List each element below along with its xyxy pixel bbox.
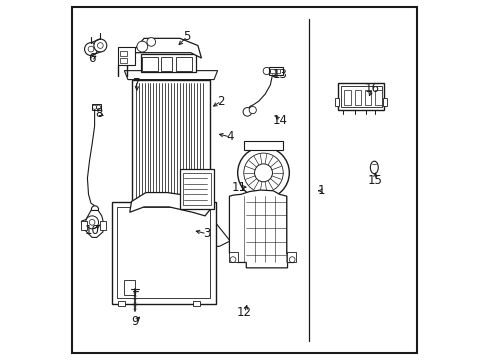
Bar	[124, 280, 135, 295]
Bar	[337, 83, 384, 110]
Bar	[140, 54, 196, 72]
Text: 7: 7	[133, 77, 141, 90]
Circle shape	[85, 216, 99, 229]
Text: 14: 14	[272, 114, 287, 127]
Bar	[175, 57, 191, 71]
Text: 4: 4	[226, 130, 233, 144]
Bar	[354, 90, 360, 105]
Bar	[183, 173, 210, 205]
Text: 16: 16	[364, 82, 379, 95]
Text: 6: 6	[88, 51, 96, 64]
Bar	[180, 169, 214, 209]
Circle shape	[84, 42, 97, 55]
Bar	[142, 57, 158, 71]
Circle shape	[147, 38, 155, 46]
Circle shape	[254, 164, 272, 182]
Circle shape	[237, 147, 289, 199]
Circle shape	[244, 153, 283, 193]
Polygon shape	[129, 193, 212, 216]
Polygon shape	[124, 71, 217, 80]
Bar	[112, 202, 215, 304]
Bar	[334, 98, 339, 107]
Bar	[120, 51, 126, 56]
Text: 10: 10	[84, 224, 100, 237]
Text: 3: 3	[203, 227, 210, 240]
Polygon shape	[81, 211, 104, 237]
Text: 8: 8	[95, 107, 103, 120]
Bar	[100, 221, 105, 230]
Polygon shape	[117, 223, 230, 246]
Bar	[120, 58, 126, 63]
Bar	[92, 104, 101, 110]
Text: 5: 5	[183, 30, 190, 43]
Bar	[270, 69, 274, 73]
Bar	[229, 252, 238, 262]
Bar	[375, 90, 381, 105]
Polygon shape	[129, 39, 201, 58]
Bar	[118, 301, 125, 306]
Circle shape	[137, 41, 147, 52]
Text: 2: 2	[217, 95, 224, 108]
Text: 11: 11	[231, 181, 246, 194]
Bar	[192, 301, 199, 306]
Bar	[131, 80, 210, 209]
Polygon shape	[229, 190, 293, 268]
Text: 13: 13	[272, 68, 287, 81]
Bar	[344, 90, 350, 105]
Circle shape	[243, 108, 251, 116]
Bar	[81, 221, 86, 230]
Circle shape	[91, 206, 99, 213]
Text: 15: 15	[367, 174, 382, 186]
Bar	[382, 98, 386, 107]
Bar	[276, 69, 280, 73]
Text: 12: 12	[237, 306, 251, 319]
Bar	[161, 57, 172, 71]
Text: 9: 9	[131, 315, 139, 328]
Ellipse shape	[369, 161, 378, 174]
Circle shape	[249, 107, 256, 114]
Bar	[364, 90, 371, 105]
Bar	[340, 86, 381, 107]
Bar	[118, 46, 135, 65]
Bar	[117, 207, 210, 298]
Bar	[268, 67, 282, 75]
Circle shape	[94, 39, 106, 52]
Text: 1: 1	[317, 184, 325, 197]
Bar	[286, 252, 295, 262]
Bar	[244, 140, 283, 149]
